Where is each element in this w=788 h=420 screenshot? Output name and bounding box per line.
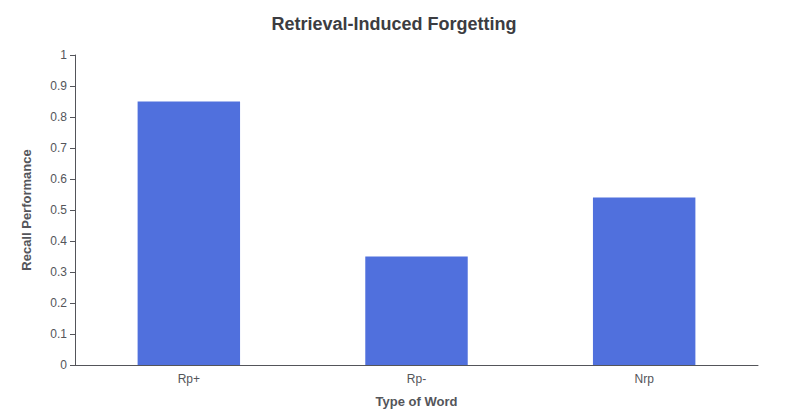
svg-text:0.6: 0.6 [50,172,67,186]
svg-text:0.2: 0.2 [50,296,67,310]
svg-text:Rp-: Rp- [407,372,426,386]
svg-text:0.8: 0.8 [50,110,67,124]
svg-text:0: 0 [60,358,67,372]
svg-text:Recall Performance: Recall Performance [19,149,34,270]
svg-text:0.1: 0.1 [50,327,67,341]
svg-text:Retrieval-Induced Forgetting: Retrieval-Induced Forgetting [271,14,516,34]
svg-text:0.9: 0.9 [50,79,67,93]
svg-text:0.4: 0.4 [50,234,67,248]
svg-text:0.5: 0.5 [50,203,67,217]
svg-text:0.3: 0.3 [50,265,67,279]
svg-text:1: 1 [60,48,67,62]
svg-text:0.7: 0.7 [50,141,67,155]
svg-text:Type of Word: Type of Word [376,394,458,409]
svg-text:Nrp: Nrp [634,372,654,386]
svg-text:Rp+: Rp+ [178,372,200,386]
